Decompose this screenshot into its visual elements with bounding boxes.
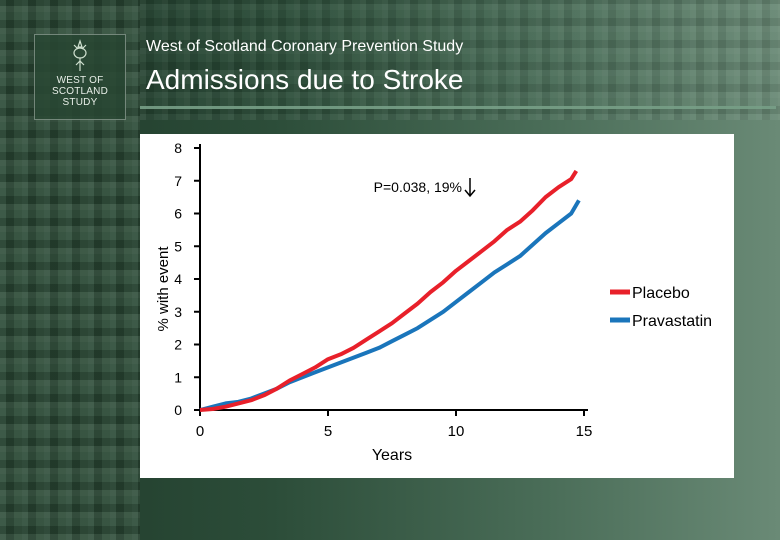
x-tick-label: 0 [196,423,204,440]
study-subtitle: West of Scotland Coronary Prevention Stu… [146,38,464,55]
y-tick-label: 4 [174,271,182,287]
down-arrow-icon [464,178,476,198]
x-tick-label: 10 [448,423,465,440]
y-tick-label: 3 [174,304,182,320]
y-tick-label: 2 [174,337,182,353]
y-tick-label: 5 [174,238,182,254]
y-tick-label: 6 [174,206,182,222]
y-tick-label: 7 [174,173,182,189]
y-axis-label: % with event [155,246,172,332]
study-logo: WEST OF SCOTLAND STUDY [34,34,126,120]
logo-text: WEST OF SCOTLAND STUDY [51,75,109,108]
chart-panel: 0 1 2 3 4 5 6 7 8 0 5 10 15 Years % with event P=0.038,… [140,134,734,478]
tartan-background-top [140,0,780,120]
series-line-placebo [199,169,578,412]
p-value-annotation: P=0.038, 19% [374,179,462,195]
legend-label-pravastatin: Pravastatin [632,313,712,330]
series-line-pravastatin [199,199,581,412]
y-tick-label: 1 [174,369,182,385]
x-axis-label: Years [372,447,412,464]
stroke-admissions-chart: 0 1 2 3 4 5 6 7 8 0 5 10 15 Years % with event P=0.038,… [155,140,712,464]
y-tick-label: 0 [174,402,182,418]
x-tick-label: 5 [324,423,332,440]
y-tick-label: 8 [174,140,182,156]
slide-title: Admissions due to Stroke [146,64,464,95]
legend-label-placebo: Placebo [632,285,690,302]
title-divider [140,106,776,109]
x-tick-label: 15 [576,423,593,440]
thistle-icon [73,39,87,71]
